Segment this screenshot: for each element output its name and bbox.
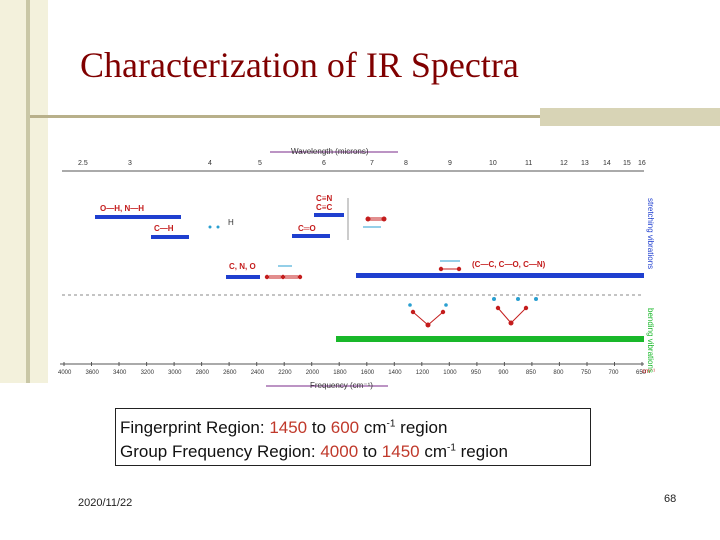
title-accent-block — [540, 108, 720, 126]
single-bond-stretch-icon — [438, 260, 462, 272]
frequency-tick-label: 4000 — [58, 370, 72, 376]
bending-label: bending vibrations — [646, 308, 655, 373]
wavelength-ticks: 2.5 3 4 5 6 7 8 9 10 11 12 13 14 15 16 — [78, 160, 646, 167]
fingerprint-from: 1450 — [269, 418, 308, 437]
label-cc-triple: C≡C — [316, 203, 332, 212]
frequency-tick-label: 700 — [609, 370, 620, 376]
slide-date: 2020/11/22 — [78, 497, 133, 509]
wavelength-tick-label: 6 — [322, 160, 326, 167]
wavelength-tick-label: 11 — [525, 160, 532, 167]
fingerprint-unit: cm — [359, 418, 387, 437]
band-carbonyl — [292, 234, 330, 238]
wavelength-tick-label: 2.5 — [78, 160, 88, 167]
wavelength-tick-label: 5 — [258, 160, 262, 167]
frequency-tick-label: 750 — [581, 370, 592, 376]
wavelength-tick-label: 15 — [623, 160, 631, 167]
slide-page-number: 68 — [664, 493, 677, 505]
wavelength-tick-label: 14 — [603, 160, 611, 167]
wavelength-tick-label: 7 — [370, 160, 374, 167]
left-decor-bar — [0, 0, 48, 383]
frequency-tick-label: 850 — [526, 370, 537, 376]
left-decor-edge — [26, 0, 30, 383]
wavelength-tick-label: 4 — [208, 160, 212, 167]
ir-spectrum-figure: Wavelength (microns) 2.5 3 4 5 6 7 8 9 10 11 12 13 1… — [58, 147, 655, 390]
frequency-tick-label: 3000 — [168, 370, 182, 376]
wavelength-tick-label: 8 — [404, 160, 408, 167]
frequency-tick-label: 2200 — [278, 370, 292, 376]
wavelength-tick-label: 13 — [581, 160, 589, 167]
frequency-tick-label: 3600 — [86, 370, 100, 376]
wavelength-tick-label: 9 — [448, 160, 452, 167]
frequency-tick-label: 2000 — [306, 370, 320, 376]
wavelength-axis-label: Wavelength (microns) — [291, 147, 369, 156]
band-single-bonds — [356, 273, 644, 278]
frequency-tick-label: 3400 — [113, 370, 127, 376]
frequency-tick-label: 1200 — [416, 370, 430, 376]
group-frequency-from: 4000 — [320, 442, 359, 461]
wavelength-tick-label: 10 — [489, 160, 497, 167]
fingerprint-unit-exp: -1 — [386, 418, 396, 430]
band-cno — [226, 275, 260, 279]
frequency-tick-label: 1600 — [361, 370, 375, 376]
group-frequency-to-word: to — [358, 442, 382, 461]
group-frequency-suffix: region — [455, 442, 508, 461]
group-frequency-region-line: Group Frequency Region: 4000 to 1450 cm-… — [120, 442, 508, 462]
title-underline — [30, 115, 540, 118]
frequency-tick-label: 1000 — [443, 370, 457, 376]
frequency-tick-label: 800 — [553, 370, 564, 376]
band-oh-nh — [95, 215, 181, 219]
frequency-tick-label: 3200 — [141, 370, 155, 376]
group-frequency-unit: cm — [419, 442, 448, 461]
fingerprint-to: 600 — [330, 418, 360, 437]
group-frequency-label: Group Frequency Region: — [120, 442, 321, 461]
fingerprint-region-line: Fingerprint Region: 1450 to 600 cm-1 reg… — [120, 418, 447, 438]
label-oh-nh: O—H, N—H — [100, 204, 144, 213]
label-ch: C—H — [154, 224, 174, 233]
frequency-tick-label: 650 — [636, 370, 647, 376]
group-frequency-to: 1450 — [381, 442, 420, 461]
frequency-unit: cm⁻¹ — [642, 369, 655, 375]
wavelength-tick-label: 3 — [128, 160, 132, 167]
h-letter: H — [228, 218, 234, 227]
h-stretch-icon: H — [208, 218, 234, 229]
frequency-tick-label: 900 — [498, 370, 509, 376]
slide-title: Characterization of IR Spectra — [80, 45, 519, 85]
diatomic-stretch-icon — [363, 216, 387, 228]
fingerprint-suffix: region — [395, 418, 448, 437]
frequency-tick-label: 2800 — [196, 370, 210, 376]
frequency-tick-label: 2600 — [223, 370, 237, 376]
wavelength-tick-label: 16 — [638, 160, 646, 167]
double-bond-icon — [264, 265, 303, 280]
region-caption-box: Fingerprint Region: 1450 to 600 cm-1 reg… — [115, 408, 591, 466]
frequency-tick-label: 2400 — [251, 370, 265, 376]
band-bending — [336, 336, 644, 342]
band-triple-bond — [314, 213, 344, 217]
label-cn-triple: C≡N — [316, 194, 332, 203]
label-cno: C, N, O — [229, 262, 256, 271]
frequency-tick-label: 1800 — [333, 370, 347, 376]
bending-icon-2 — [492, 297, 538, 326]
stretching-label: stretching vibrations — [646, 198, 655, 269]
frequency-tick-label: 1400 — [388, 370, 402, 376]
bending-icon-1 — [408, 303, 448, 328]
label-co-double: C═O — [298, 224, 316, 233]
fingerprint-to-word: to — [307, 418, 331, 437]
band-ch — [151, 235, 189, 239]
frequency-axis-label: Frequency (cm⁻¹) — [310, 381, 373, 390]
group-frequency-unit-exp: -1 — [447, 442, 456, 454]
fingerprint-label: Fingerprint Region: — [120, 418, 270, 437]
wavelength-tick-label: 12 — [560, 160, 568, 167]
frequency-tick-label: 950 — [471, 370, 482, 376]
frequency-ticks: 4000 3600 3400 3200 3000 2800 2600 2400 2200 2000… — [58, 362, 647, 376]
label-single-bonds: (C—C, C—O, C—N) — [472, 260, 546, 269]
